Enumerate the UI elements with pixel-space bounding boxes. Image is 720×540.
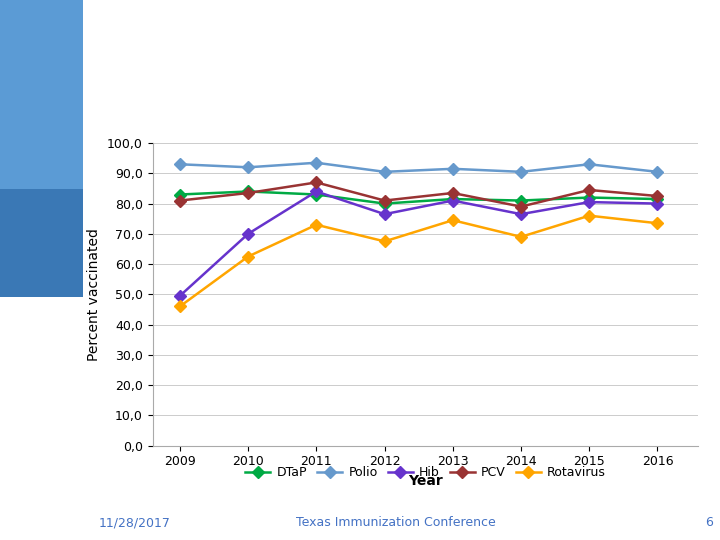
PCV xyxy=(312,179,320,186)
Hib xyxy=(653,200,662,207)
X-axis label: Year: Year xyxy=(408,474,443,488)
PCV xyxy=(449,190,457,196)
Rotavirus xyxy=(585,212,593,219)
Line: DTaP: DTaP xyxy=(176,187,662,208)
Polio xyxy=(380,168,389,175)
Line: PCV: PCV xyxy=(176,178,662,211)
DTaP xyxy=(585,194,593,201)
Bar xyxy=(0,0,83,189)
Hib xyxy=(244,231,253,237)
DTaP xyxy=(176,191,184,198)
DTaP xyxy=(312,191,320,198)
Text: 6: 6 xyxy=(705,516,713,529)
PCV xyxy=(380,197,389,204)
Hib xyxy=(380,211,389,218)
Bar xyxy=(0,0,83,297)
Hib xyxy=(517,211,526,218)
DTaP xyxy=(244,188,253,195)
PCV xyxy=(176,197,184,204)
Polio xyxy=(449,166,457,172)
Rotavirus xyxy=(244,253,253,260)
Y-axis label: Percent vaccinated: Percent vaccinated xyxy=(88,228,102,361)
DTaP xyxy=(517,197,526,204)
Rotavirus xyxy=(517,234,526,240)
Hib xyxy=(312,188,320,195)
Rotavirus xyxy=(380,238,389,245)
Polio xyxy=(653,168,662,175)
Legend: DTaP, Polio, Hib, PCV, Rotavirus: DTaP, Polio, Hib, PCV, Rotavirus xyxy=(240,461,611,484)
Rotavirus xyxy=(653,220,662,226)
Rotavirus xyxy=(176,303,184,309)
DTaP xyxy=(653,196,662,202)
PCV xyxy=(244,190,253,196)
Polio xyxy=(312,159,320,166)
Line: Rotavirus: Rotavirus xyxy=(176,212,662,310)
DTaP xyxy=(449,196,457,202)
Line: Hib: Hib xyxy=(176,187,662,300)
Hib xyxy=(585,199,593,205)
Hib xyxy=(449,197,457,204)
Polio xyxy=(176,161,184,167)
Rotavirus xyxy=(449,217,457,224)
Text: Texas Immunization Conference: Texas Immunization Conference xyxy=(296,516,496,529)
PCV xyxy=(585,187,593,193)
Text: 11/28/2017: 11/28/2017 xyxy=(99,516,171,529)
Polio xyxy=(517,168,526,175)
Polio xyxy=(244,164,253,171)
PCV xyxy=(517,204,526,210)
Polio xyxy=(585,161,593,167)
Rotavirus xyxy=(312,221,320,228)
Line: Polio: Polio xyxy=(176,159,662,176)
Hib xyxy=(176,293,184,299)
DTaP xyxy=(380,200,389,207)
PCV xyxy=(653,193,662,199)
